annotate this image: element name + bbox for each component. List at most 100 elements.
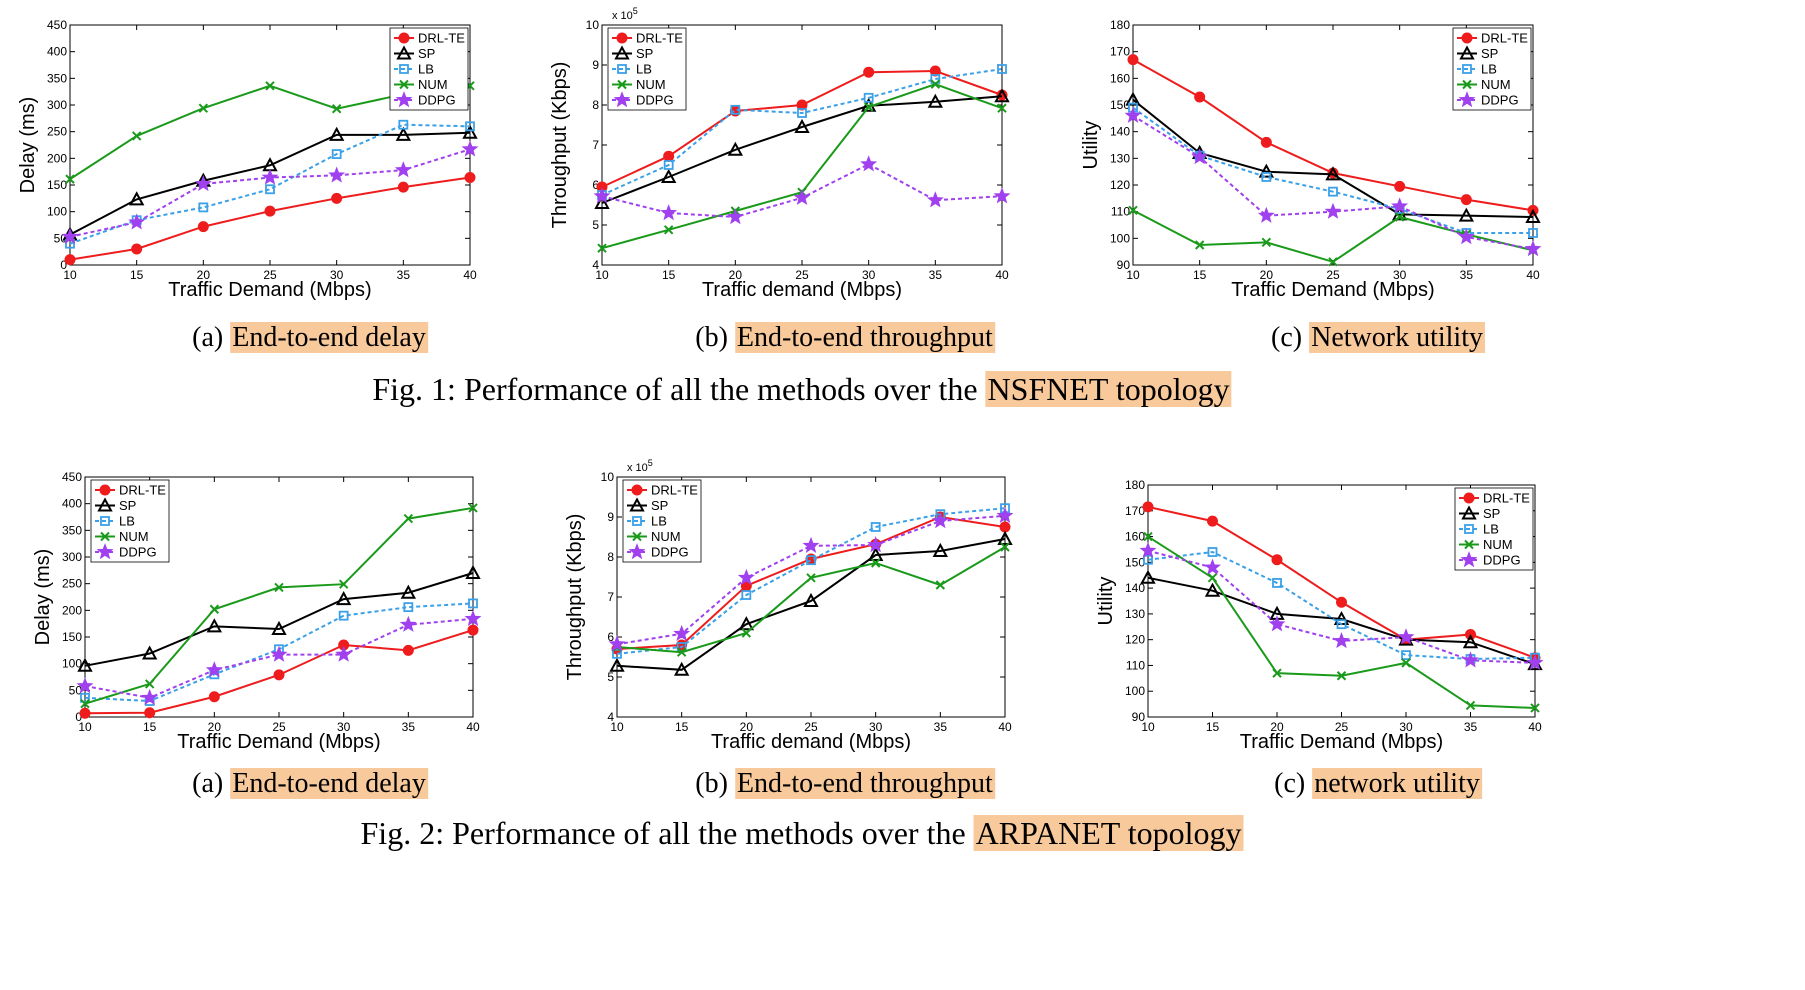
x-tick-label: 15 [1193,268,1207,282]
legend-item-ddpg: DDPG [612,91,674,108]
subcaption-label: network utility [1312,768,1482,799]
data-point-sp [994,88,1010,103]
y-tick-label: 200 [62,603,82,617]
data-point-sp [1462,634,1479,649]
data-point-sp [328,126,345,141]
legend-label: NUM [1483,537,1513,552]
y-tick-label: 120 [1110,178,1130,192]
subcaption-prefix: (a) [192,322,224,353]
data-point-lb [612,648,622,659]
y-tick-label: 8 [592,98,599,112]
x-tick-label: 30 [862,268,876,282]
legend-item-sp: SP [627,497,668,513]
legend-marker-ddpg [628,543,646,560]
data-point-num [935,580,946,590]
x-axis-label: Traffic demand (Mbps) [702,279,902,301]
x-tick-label: 15 [130,268,144,282]
legend-marker-drl-te [616,32,628,44]
data-point-ddpg [1524,240,1542,257]
subcaption-label: End-to-end throughput [734,322,995,353]
y-axis-multiplier: x 105 [627,458,653,474]
data-point-num [80,698,90,709]
y-tick-label: 100 [1125,684,1145,698]
legend-label: DDPG [636,93,674,108]
data-point-sp [1125,91,1141,106]
x-tick-label: 25 [263,268,277,282]
data-point-lb [741,590,752,600]
data-point-drl-te [397,181,409,193]
y-tick-label: 6 [607,630,614,644]
series-sp [609,530,1013,676]
data-point-sp [335,591,352,606]
legend-label: DDPG [418,93,456,108]
legend-marker-ddpg [1460,551,1478,568]
data-point-drl-te [1194,91,1206,103]
data-point-drl-te [1207,515,1218,527]
y-tick-label: 0 [60,258,67,272]
y-tick-label: 4 [592,258,599,272]
data-point-sp [271,620,287,635]
data-point-lb [338,610,349,621]
series-ddpg [76,609,482,706]
legend-item-sp: SP [1459,505,1500,521]
legend-label: NUM [651,529,681,544]
data-point-drl-te [464,172,476,184]
data-point-sp [1258,163,1275,178]
data-point-drl-te [208,691,220,703]
x-tick-label: 25 [1335,720,1349,734]
data-point-sp [803,592,819,607]
data-point-drl-te [264,205,276,217]
data-point-num [1261,237,1272,248]
data-point-num [930,79,941,89]
series-ddpg [593,155,1011,225]
series-line-sp [1147,576,1536,666]
data-point-sp [462,124,478,139]
data-point-ddpg [993,187,1011,204]
legend-label: DRL-TE [636,31,683,46]
data-point-ddpg [1191,148,1209,165]
data-point-lb [870,522,881,532]
data-point-lb [1272,578,1282,588]
series-line-sp [84,572,474,667]
data-point-num [468,503,478,513]
y-tick-label: 180 [1125,478,1145,492]
x-tick-label: 15 [143,720,157,734]
subcaption-label: End-to-end delay [230,322,428,353]
data-point-ddpg [926,191,944,208]
subcaption-prefix: (b) [695,322,728,353]
data-point-sp [997,530,1013,545]
y-tick-label: 9 [607,510,614,524]
series-ddpg [61,140,479,244]
data-point-lb [398,119,409,130]
y-tick-label: 200 [47,151,67,165]
series-line-sp [69,131,471,236]
legend-item-sp: SP [612,45,653,61]
legend-marker-num [100,531,110,542]
y-tick-label: 250 [62,577,82,591]
data-point-num [1272,668,1282,678]
x-tick-label: 30 [869,720,883,734]
x-tick-label: 20 [197,268,211,282]
data-point-drl-te [79,707,91,719]
data-point-sp [1140,569,1156,584]
x-tick-label: 20 [1270,720,1284,734]
x-axis-label: Traffic Demand (Mbps) [168,279,371,301]
legend-item-lb: LB [1457,62,1497,77]
data-point-num [997,103,1007,113]
legend-label: SP [1483,506,1500,521]
data-point-lb [468,598,478,609]
data-point-num [1465,700,1476,711]
data-point-sp [206,618,223,633]
y-tick-label: 9 [592,58,599,72]
x-tick-label: 10 [1141,720,1155,734]
legend-label: DRL-TE [119,483,166,498]
data-point-sp [400,584,417,599]
figure-caption-2: Fig. 2: Performance of all the methods o… [361,815,1244,852]
legend-item-num: NUM [394,77,448,92]
y-tick-label: 140 [1110,125,1130,139]
legend-item-drl-te: DRL-TE [1457,31,1528,46]
y-tick-label: 90 [1132,710,1146,724]
data-point-lb [797,108,807,118]
